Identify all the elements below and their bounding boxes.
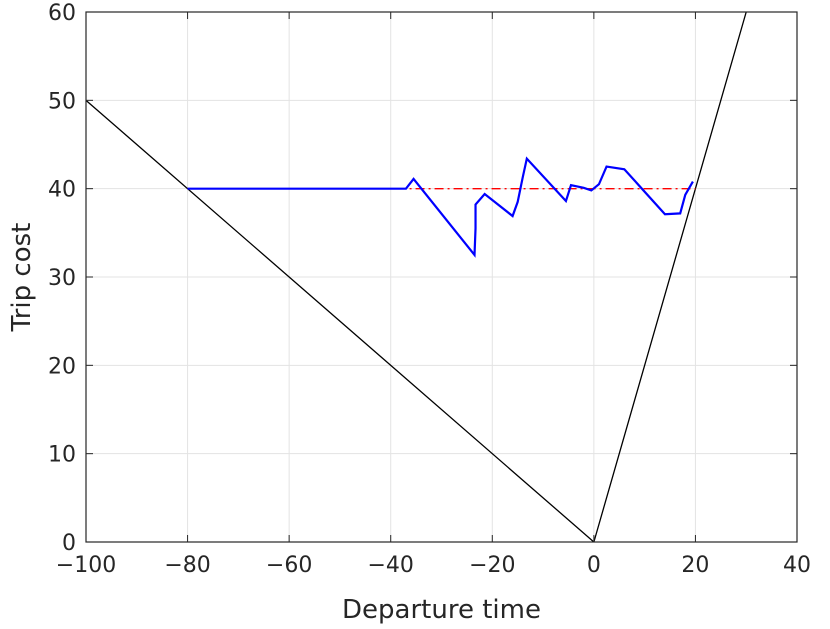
y-axis-label: Trip cost — [7, 223, 37, 333]
x-tick-label: −20 — [469, 553, 515, 578]
x-tick-label: 0 — [587, 553, 601, 578]
y-tick-label: 40 — [48, 178, 76, 203]
x-tick-label: −60 — [266, 553, 312, 578]
y-tick-label: 60 — [48, 1, 76, 26]
x-tick-label: −40 — [367, 553, 413, 578]
y-tick-label: 20 — [48, 354, 76, 379]
x-axis-label: Departure time — [342, 595, 541, 625]
y-tick-label: 50 — [48, 89, 76, 114]
ticks — [85, 11, 798, 543]
tick-labels: −100 −80 −60 −40 −20 0 20 40 0 10 20 30 40 50 60 — [48, 1, 811, 578]
x-tick-label: −80 — [164, 553, 210, 578]
y-tick-label: 0 — [62, 531, 76, 556]
series-line-3 — [187, 156, 694, 258]
x-tick-label: 40 — [783, 553, 811, 578]
series-group — [86, 12, 747, 542]
grid — [85, 11, 798, 543]
x-tick-label: 20 — [681, 553, 709, 578]
y-tick-label: 10 — [48, 443, 76, 468]
x-tick-label: −100 — [56, 553, 116, 578]
y-tick-label: 30 — [48, 266, 76, 291]
